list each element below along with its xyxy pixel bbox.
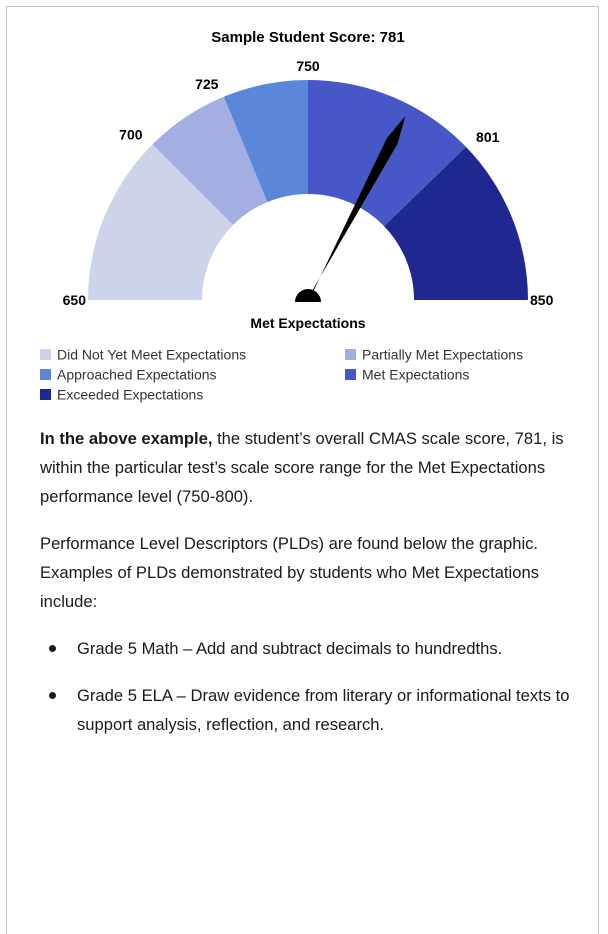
paragraph: In the above example, the student’s over…: [40, 424, 592, 511]
gauge-tick-label: 850: [530, 292, 554, 308]
legend-swatch: [40, 349, 51, 360]
chart-title: Sample Student Score: 781: [211, 29, 404, 46]
gauge-band: [384, 146, 528, 300]
paragraph: Performance Level Descriptors (PLDs) are…: [40, 534, 539, 611]
legend-swatch: [40, 389, 51, 400]
gauge-tick-label: 801: [476, 129, 500, 145]
content-frame: [6, 6, 599, 934]
legend-swatch: [345, 349, 356, 360]
body-text: In the above example, the student’s over…: [40, 424, 592, 757]
gauge-band: [152, 96, 268, 226]
gauge-tick-label: 750: [296, 58, 320, 74]
needle-hub: [295, 289, 321, 302]
gauge-value-label: Met Expectations: [250, 315, 365, 331]
gauge-needle: [307, 116, 406, 301]
bullet-item: Grade 5 Math – Add and subtract decimals…: [40, 634, 592, 663]
gauge-band: [88, 144, 234, 300]
gauge-chart: Sample Student Score: 781 650 700 725 750 80…: [40, 29, 554, 403]
legend-label: Met Expectations: [362, 367, 469, 383]
bullet-item: Grade 5 ELA – Draw evidence from literar…: [40, 681, 592, 739]
gauge-tick-label: 650: [63, 292, 87, 308]
legend-swatch: [40, 369, 51, 380]
legend-swatch: [345, 369, 356, 380]
gauge-tick-label: 725: [195, 76, 219, 92]
legend-label: Partially Met Expectations: [362, 347, 523, 363]
bold-lead: In the above example,: [40, 429, 213, 448]
bullet-list: Grade 5 Math – Add and subtract decimals…: [40, 634, 592, 739]
paragraph-text: the student’s overall CMAS scale score, …: [40, 429, 564, 506]
legend-label: Did Not Yet Meet Expectations: [57, 347, 246, 363]
gauge-band: [223, 80, 308, 203]
gauge-tick-label: 700: [119, 127, 143, 143]
legend-label: Approached Expectations: [57, 367, 217, 383]
legend-label: Exceeded Expectations: [57, 387, 203, 403]
